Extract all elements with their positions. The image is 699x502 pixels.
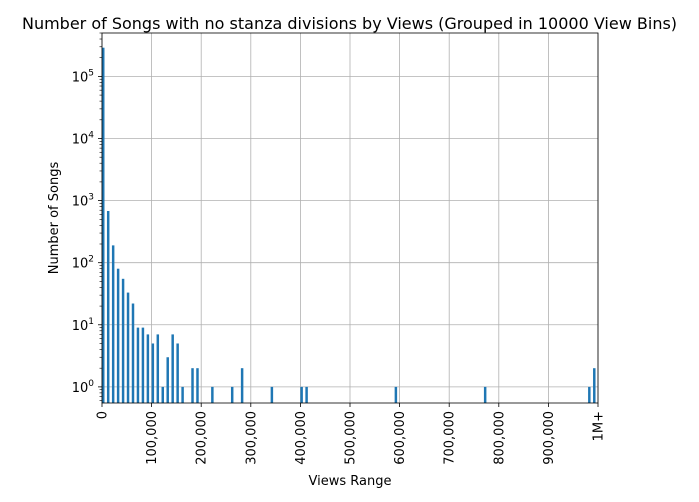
- x-tick-label: 1M+: [592, 411, 607, 441]
- bars: [102, 47, 596, 404]
- bar: [300, 386, 303, 403]
- bar: [121, 278, 125, 403]
- bar: [161, 386, 164, 403]
- x-tick-label: 100,000: [145, 411, 160, 465]
- y-tick-label: 105: [72, 68, 94, 85]
- bar: [156, 334, 160, 403]
- chart-title: Number of Songs with no stanza divisions…: [21, 14, 678, 33]
- y-tick-label: 102: [72, 255, 94, 272]
- x-tick-label: 900,000: [542, 411, 557, 465]
- bar: [141, 327, 145, 403]
- x-tick-label: 0: [96, 411, 111, 419]
- y-tick-label: 104: [72, 130, 95, 147]
- x-tick-label: 500,000: [344, 411, 359, 465]
- x-tick-label: 700,000: [443, 411, 458, 465]
- axis-ticks: 0 100,000 200,000 300,000 400,000 500,000 600,…: [72, 32, 607, 465]
- bar: [588, 386, 591, 403]
- bar: [240, 368, 244, 403]
- bar: [146, 334, 150, 403]
- y-tick-label: 101: [72, 317, 94, 334]
- bar: [116, 268, 120, 403]
- bar: [181, 386, 184, 403]
- bar: [131, 303, 135, 403]
- bar: [111, 245, 115, 403]
- x-tick-label: 400,000: [294, 411, 309, 465]
- bar: [196, 368, 199, 403]
- bar: [270, 386, 274, 403]
- bar: [394, 386, 398, 403]
- bar: [151, 343, 155, 403]
- y-axis-label: Number of Songs: [47, 162, 62, 275]
- bar: [230, 386, 234, 403]
- x-tick-label: 600,000: [393, 411, 408, 465]
- bar: [106, 210, 110, 403]
- bar: [211, 386, 214, 403]
- bar: [171, 334, 174, 403]
- x-tick-label: 800,000: [492, 411, 507, 465]
- x-tick-label: 200,000: [195, 411, 210, 465]
- y-tick-label: 103: [72, 193, 94, 210]
- y-tick-label: 100: [72, 379, 95, 396]
- bar: [593, 368, 596, 403]
- x-tick-label: 300,000: [244, 411, 259, 465]
- bar: [483, 386, 487, 403]
- bar: [176, 343, 179, 403]
- x-axis-label: Views Range: [309, 474, 392, 489]
- bar: [126, 292, 130, 403]
- bar: [136, 327, 140, 403]
- bar: [305, 386, 308, 403]
- bar: [102, 47, 105, 404]
- bar: [166, 357, 169, 403]
- bar: [191, 368, 194, 403]
